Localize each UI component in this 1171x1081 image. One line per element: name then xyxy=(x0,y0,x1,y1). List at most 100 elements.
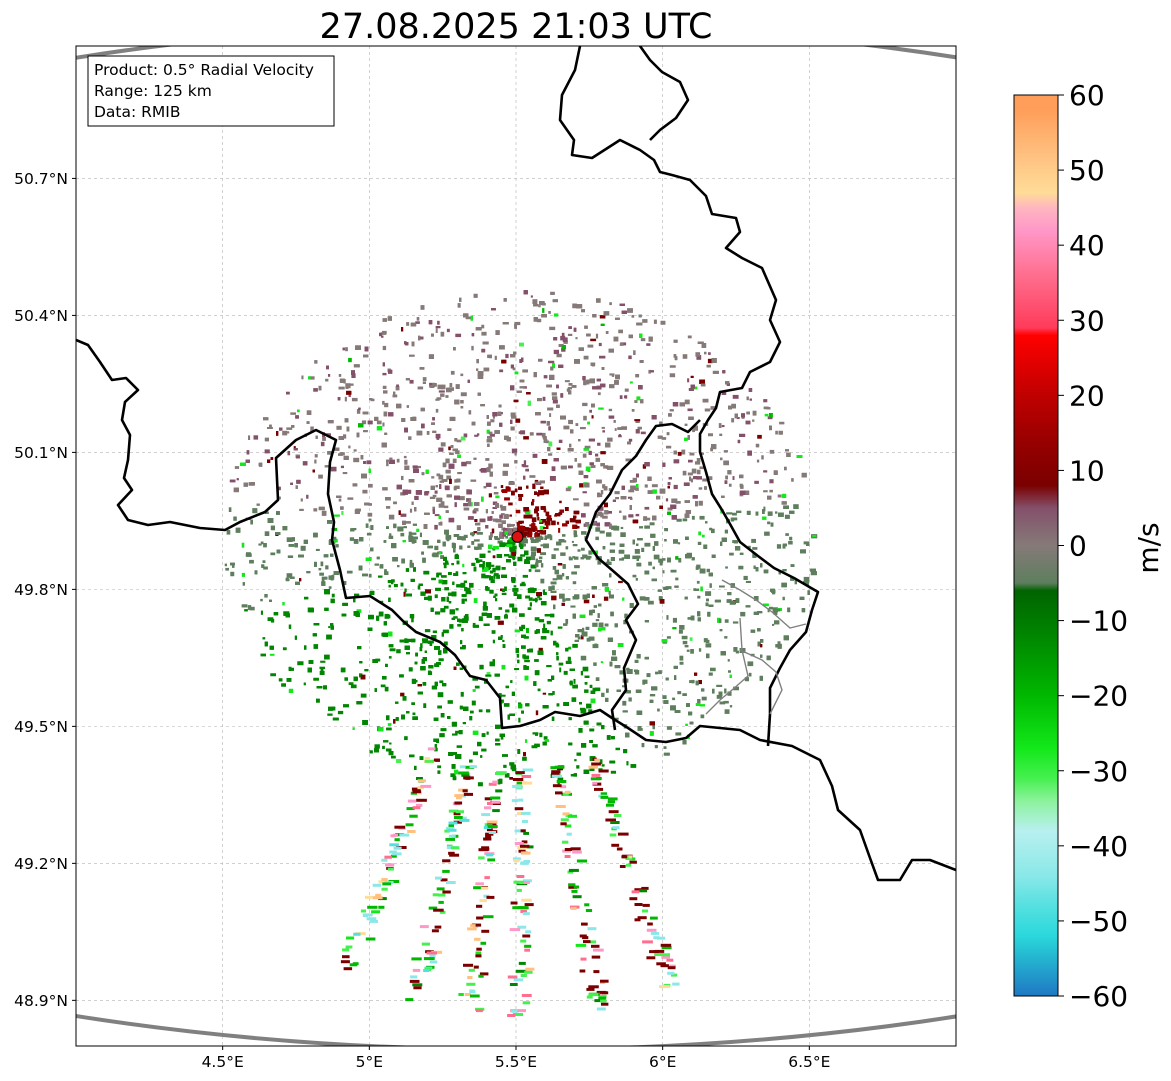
echo-pixel xyxy=(710,667,716,672)
echo-pixel xyxy=(523,507,529,512)
echo-pixel xyxy=(408,479,415,483)
echo-pixel xyxy=(712,688,715,694)
echo-pixel xyxy=(282,647,287,651)
echo-pixel xyxy=(533,304,539,307)
echo-pixel xyxy=(434,663,440,667)
echo-pixel xyxy=(391,543,397,549)
echo-pixel xyxy=(420,591,426,596)
echo-pixel xyxy=(456,745,463,748)
echo-pixel xyxy=(471,333,475,337)
echo-pixel xyxy=(584,325,588,329)
echo-pixel xyxy=(727,470,732,475)
echo-pixel xyxy=(692,495,698,499)
echo-pixel xyxy=(389,457,393,460)
echo-pixel xyxy=(533,317,538,322)
echo-pixel xyxy=(293,448,298,451)
echo-pixel xyxy=(555,642,559,648)
echo-pixel xyxy=(764,413,769,417)
echo-pixel xyxy=(341,511,344,515)
echo-pixel xyxy=(698,648,702,652)
echo-pixel xyxy=(334,514,340,517)
echo-pixel xyxy=(563,425,570,430)
echo-pixel xyxy=(582,666,589,672)
echo-pixel xyxy=(501,694,506,697)
echo-pixel xyxy=(752,410,757,416)
echo-pixel xyxy=(529,602,532,607)
echo-pixel xyxy=(503,298,507,302)
echo-pixel xyxy=(636,654,641,659)
echo-pixel xyxy=(631,409,635,412)
echo-pixel xyxy=(564,507,569,511)
echo-pixel xyxy=(711,554,716,558)
echo-pixel xyxy=(453,616,458,619)
echo-pixel xyxy=(411,536,418,540)
echo-pixel xyxy=(438,503,445,508)
echo-pixel xyxy=(422,682,427,686)
echo-pixel xyxy=(495,598,498,602)
echo-pixel xyxy=(727,691,732,696)
echo-pixel xyxy=(603,311,610,316)
echo-pixel xyxy=(327,451,333,455)
echo-pixel xyxy=(594,513,598,518)
echo-pixel xyxy=(454,438,458,442)
echo-pixel xyxy=(580,557,584,560)
echo-pixel xyxy=(696,458,701,462)
echo-pixel xyxy=(614,623,618,628)
echo-pixel xyxy=(729,705,733,708)
echo-pixel xyxy=(421,659,425,664)
echo-pixel xyxy=(461,628,464,632)
echo-pixel xyxy=(315,435,318,439)
echo-pixel xyxy=(563,623,568,626)
echo-pixel xyxy=(493,486,497,489)
echo-pixel xyxy=(297,661,304,666)
echo-pixel xyxy=(306,571,311,574)
echo-pixel xyxy=(434,646,440,650)
echo-pixel xyxy=(422,381,426,384)
echo-pixel xyxy=(594,687,601,692)
echo-pixel xyxy=(472,730,479,735)
echo-pixel xyxy=(409,379,414,384)
echo-pixel xyxy=(249,606,255,611)
echo-pixel xyxy=(803,576,810,582)
echo-pixel xyxy=(486,467,491,473)
echo-pixel xyxy=(343,455,349,460)
echo-pixel xyxy=(502,639,505,642)
echo-pixel xyxy=(708,604,714,607)
echo-pixel xyxy=(674,675,677,680)
echo-pixel xyxy=(463,433,468,438)
echo-pixel xyxy=(576,752,581,756)
echo-pixel xyxy=(295,581,300,585)
echo-pixel xyxy=(707,611,711,617)
echo-pixel xyxy=(540,544,544,547)
echo-pixel xyxy=(328,706,334,711)
echo-pixel xyxy=(575,634,580,638)
echo-pixel xyxy=(402,540,406,543)
echo-pixel xyxy=(435,328,438,333)
echo-pixel xyxy=(260,541,264,545)
echo-pixel xyxy=(705,643,712,648)
echo-pixel xyxy=(264,511,269,514)
echo-pixel xyxy=(777,494,782,498)
echo-pixel xyxy=(315,548,320,551)
echo-pixel xyxy=(688,388,694,391)
echo-pixel xyxy=(453,534,460,537)
echo-pixel xyxy=(527,400,531,406)
echo-pixel xyxy=(666,432,670,436)
echo-pixel xyxy=(552,363,555,369)
echo-pixel xyxy=(524,559,529,562)
echo-pixel xyxy=(694,672,698,676)
echo-pixel xyxy=(454,479,458,483)
echo-pixel xyxy=(521,357,524,363)
echo-pixel xyxy=(439,551,442,555)
echo-pixel xyxy=(435,587,441,591)
echo-pixel xyxy=(701,452,704,455)
echo-pixel xyxy=(440,393,445,397)
echo-pixel xyxy=(445,535,452,540)
echo-pixel xyxy=(691,515,695,520)
echo-pixel xyxy=(533,681,537,686)
echo-pixel xyxy=(543,527,547,529)
echo-pixel xyxy=(452,581,455,585)
echo-pixel xyxy=(537,517,540,521)
echo-pixel xyxy=(434,514,440,517)
echo-pixel xyxy=(686,552,692,558)
